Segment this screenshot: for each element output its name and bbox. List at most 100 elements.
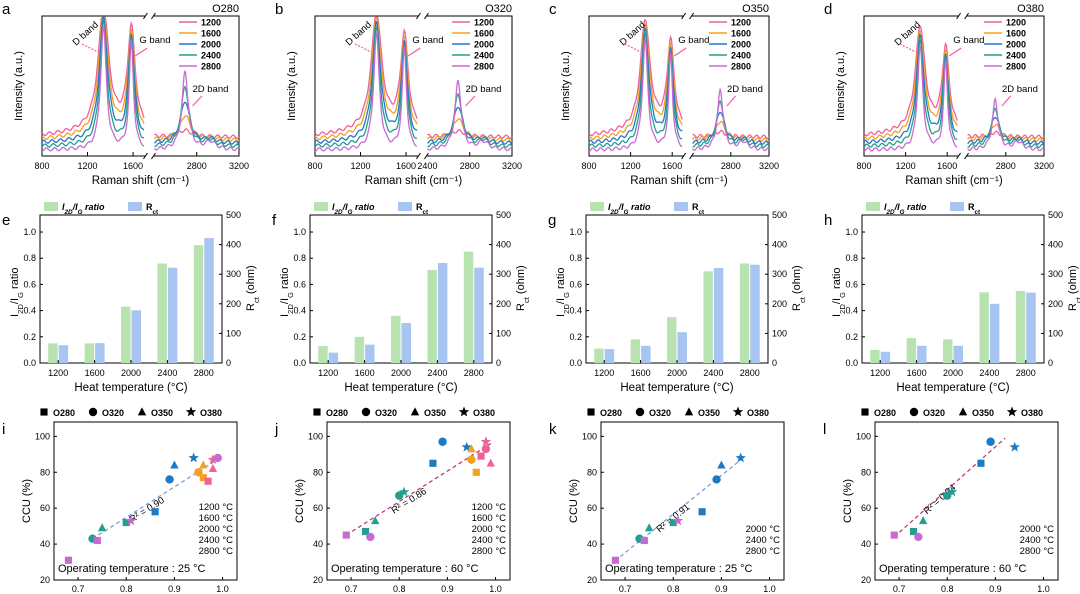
marker-square	[698, 508, 706, 516]
legend-label: 2400	[201, 51, 221, 61]
label-part: /	[279, 300, 291, 304]
marker-legend-O280: O280	[600, 408, 622, 418]
marker-square	[93, 536, 101, 545]
marker-square	[909, 527, 918, 536]
x-tick-label: 1.0	[763, 584, 776, 594]
marker-square	[890, 531, 898, 539]
marker-circle	[986, 437, 995, 446]
y-tick-label: 80	[587, 467, 597, 477]
marker-star	[946, 486, 958, 497]
x-tick-label: 0.8	[120, 584, 133, 594]
y-tick-label: 100	[308, 431, 323, 441]
marker-legend-O380: O380	[1021, 408, 1043, 418]
marker-star	[672, 515, 684, 526]
marker-square	[429, 459, 437, 467]
marker-star	[458, 406, 470, 417]
bar-ratio-1200	[318, 345, 328, 363]
marker-legend-O280: O280	[326, 408, 348, 418]
label-part: R	[1067, 303, 1079, 311]
panel-letter: a	[2, 1, 11, 18]
y2-axis-label: Rct (ohm)	[1067, 265, 1080, 311]
y-tick-label: 0.8	[23, 253, 36, 263]
temp-legend-2800: 2800 °C	[472, 546, 507, 557]
x-tick-label: 0.8	[393, 584, 406, 594]
panel-f: 1200 1600 2000 2400 2800 0.0 0.2 0.4 0.6 0.8 1.0 0 1…	[272, 202, 531, 394]
x-tick-label: 1600	[123, 161, 143, 171]
spectrum-2000	[863, 33, 1045, 145]
label-part: R	[968, 202, 975, 212]
legend-label-ratio: I2D/IG ratio	[332, 202, 375, 216]
y2-tick-label: 0	[226, 358, 231, 368]
x-tick-label: 1.0	[216, 584, 229, 594]
panel-letter: c	[549, 1, 557, 18]
axis-break-gap	[683, 153, 692, 159]
label-part: G	[562, 292, 571, 298]
x-tick-label: 2800	[740, 368, 760, 378]
bar-ratio-1200	[48, 343, 58, 363]
operating-temperature-label: Operating temperature : 25 °C	[605, 563, 753, 575]
label-part: R	[245, 303, 257, 311]
bar-rct-2400	[713, 267, 724, 363]
bar-ratio-2000	[121, 306, 131, 363]
y2-tick-label: 100	[1048, 328, 1063, 338]
y-tick-label: 1.0	[23, 227, 36, 237]
band-arrow-d	[354, 43, 372, 53]
axis-break-mark	[143, 152, 148, 160]
label-part: ct	[522, 296, 531, 303]
y-tick-label: 60	[40, 503, 50, 513]
y-tick-label: 0.2	[845, 332, 858, 342]
x-tick-label: 0.7	[345, 584, 358, 594]
legend-label: 2800	[201, 62, 221, 72]
y-tick-label: 80	[861, 467, 871, 477]
y-tick-label: 100	[856, 431, 871, 441]
marker-circle	[467, 455, 476, 464]
band-label-2d: 2D band	[727, 84, 763, 95]
label-part: G	[348, 209, 353, 216]
spectrum-1600	[863, 29, 1045, 143]
x-tick-label: 1600	[937, 161, 957, 171]
marker-star	[461, 441, 472, 452]
y-axis-label: I2D/IG ratio	[831, 268, 847, 317]
bar-ratio-1600	[84, 343, 95, 363]
spectrum-2800	[588, 38, 770, 152]
panel-letter: e	[2, 212, 10, 229]
label-part: 2D	[334, 209, 344, 216]
y2-tick-label: 400	[496, 240, 511, 250]
label-part: ratio	[353, 202, 376, 212]
legend-label: 2400	[731, 51, 751, 61]
marker-star	[398, 486, 410, 497]
marker-square	[342, 531, 350, 539]
legend-label: 1200	[731, 18, 751, 28]
marker-square	[204, 477, 212, 485]
y2-tick-label: 300	[226, 269, 241, 279]
axis-break-mark	[151, 152, 156, 160]
x-tick-label: 0.9	[715, 584, 728, 594]
bar-ratio-2000	[943, 339, 953, 363]
spectrum-2400	[863, 39, 1045, 149]
x-tick-label: 0.9	[441, 584, 454, 594]
y-tick-label: 20	[587, 575, 597, 585]
marker-triangle	[137, 407, 147, 416]
y-tick-label: 0.2	[293, 332, 306, 342]
band-label-d: D band	[344, 20, 374, 49]
legend-label-rct: Rct	[692, 202, 705, 216]
bar-ratio-2400	[979, 292, 989, 363]
y-tick-label: 60	[587, 503, 597, 513]
spectrum-2000	[588, 26, 770, 145]
y-tick-label: 0.2	[23, 332, 36, 342]
y2-tick-label: 0	[1048, 358, 1053, 368]
bar-rct-2800	[204, 238, 214, 363]
label-part: /	[342, 202, 347, 212]
y-tick-label: 0.4	[23, 306, 36, 316]
y-axis-label: CCU (%)	[842, 479, 854, 523]
axis-break-mark	[956, 152, 962, 160]
marker-triangle	[97, 523, 107, 532]
marker-star	[1009, 441, 1020, 452]
legend-label-ratio: I2D/IG ratio	[62, 202, 105, 216]
fit-r2-label: R² = 0.86	[390, 486, 429, 516]
y2-tick-label: 100	[496, 328, 511, 338]
spectrum-1200	[41, 16, 240, 139]
label-part: I	[279, 298, 291, 301]
